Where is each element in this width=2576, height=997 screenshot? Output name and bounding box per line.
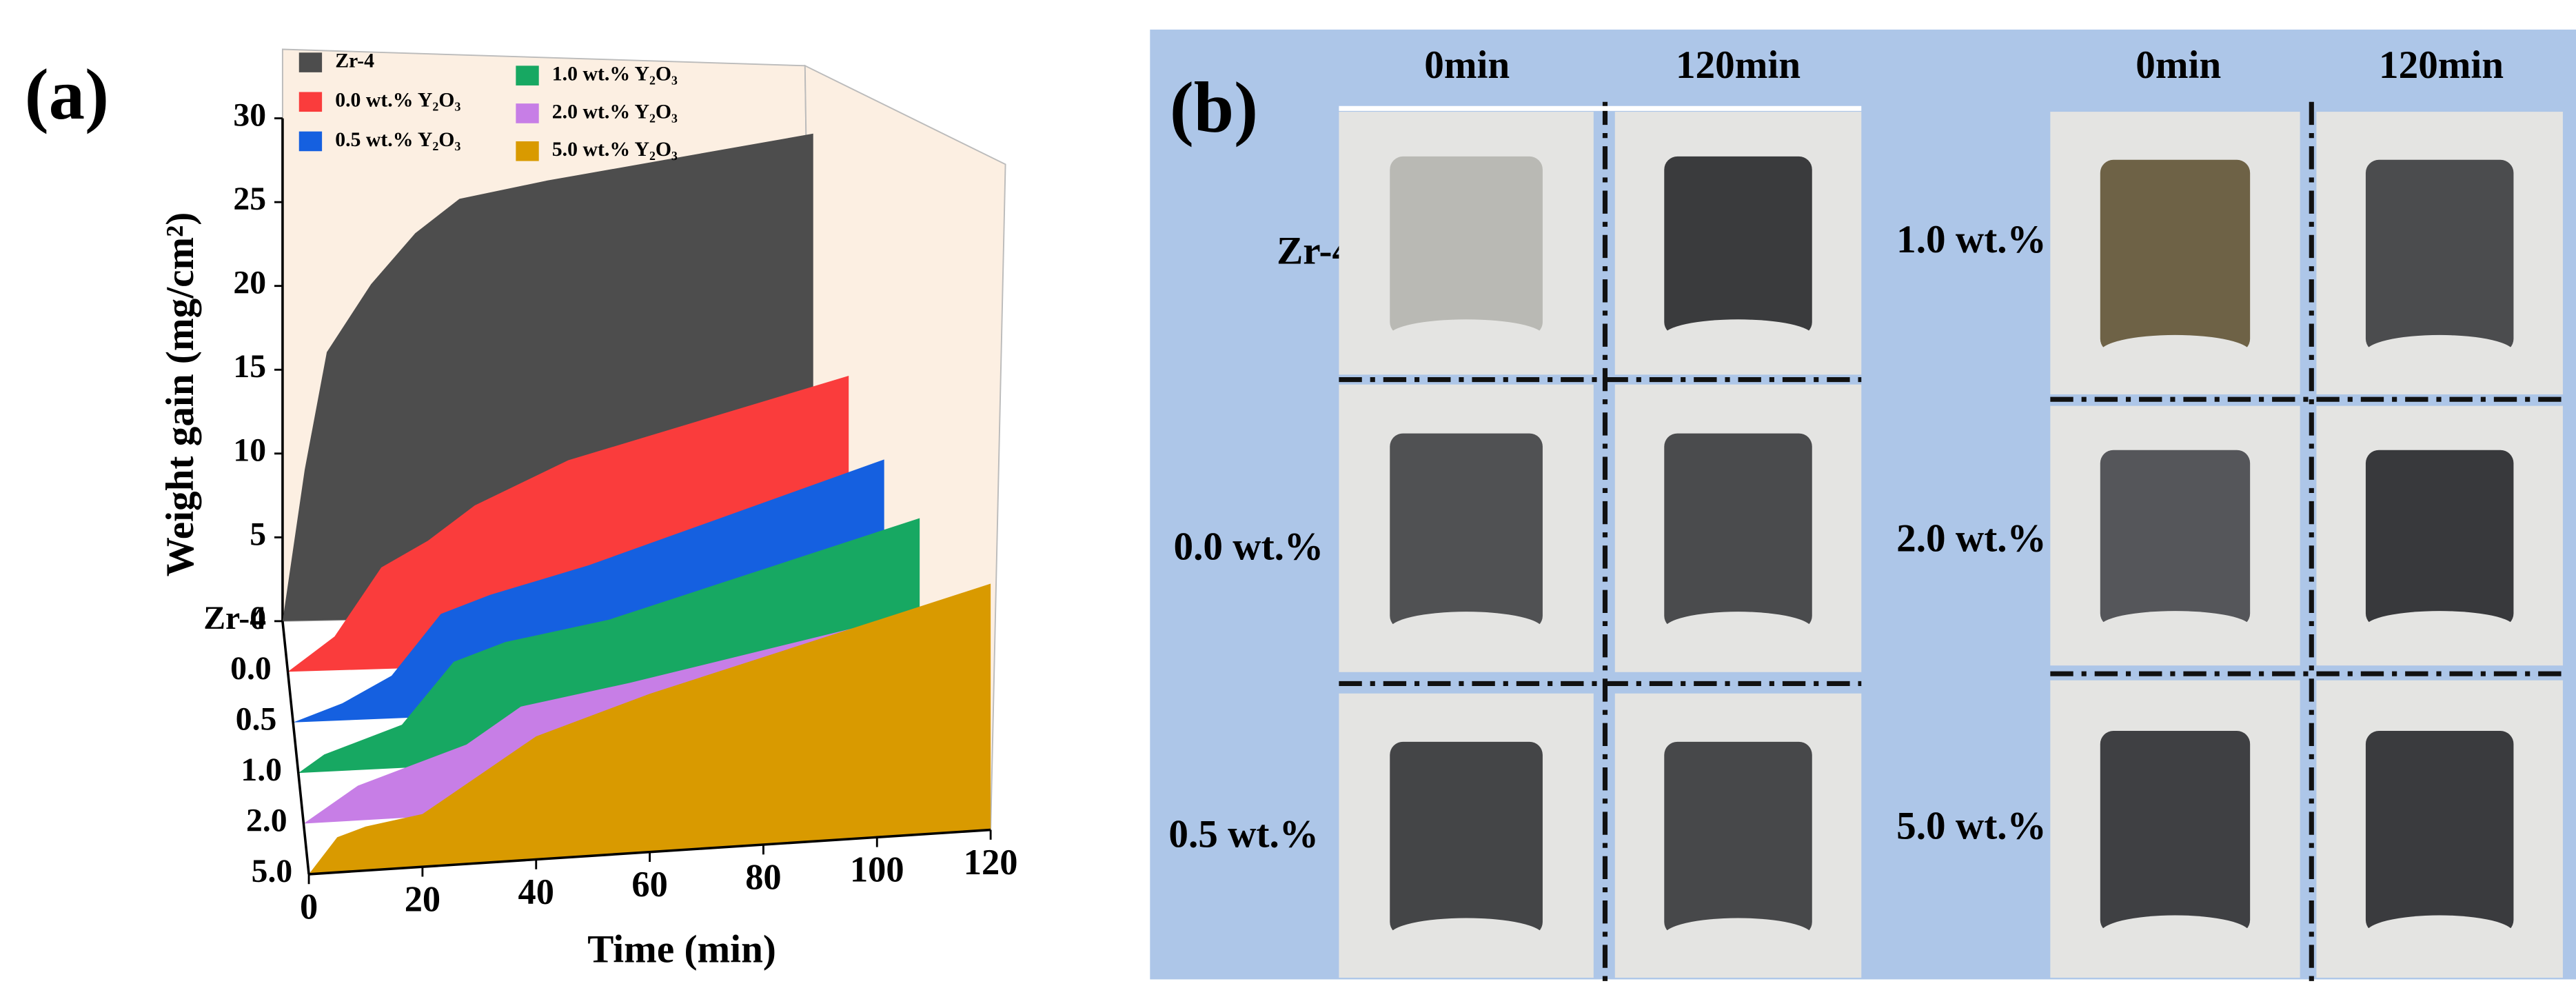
sample: [2100, 159, 2251, 352]
sample: [2365, 159, 2514, 352]
x-tick-label: 100: [850, 850, 904, 890]
y-tick-label: 30: [233, 98, 266, 134]
x-tick-label: 20: [405, 880, 440, 920]
area: [309, 583, 991, 874]
depth-label: Zr-4: [203, 601, 266, 636]
legend-label: 5.0 wt.% Y₂O₃: [552, 138, 678, 161]
legend-swatch: [516, 66, 539, 85]
sample-edge: [2365, 334, 2514, 370]
sample-edge: [2100, 611, 2251, 643]
legend-swatch: [516, 103, 539, 123]
legend-label: 1.0 wt.% Y₂O₃: [552, 62, 678, 85]
column-header: 0min: [2136, 43, 2221, 87]
row-label: 0.0 wt.%: [1173, 525, 1324, 569]
sample: [2100, 731, 2251, 934]
sample: [2100, 450, 2251, 627]
y-tick-label: 5: [250, 516, 266, 552]
depth-label: 2.0: [246, 803, 287, 838]
row-label: 0.5 wt.%: [1168, 813, 1319, 856]
x-tick-label: 40: [518, 872, 554, 912]
sample: [1664, 433, 1812, 630]
x-tick-label: 0: [300, 887, 318, 927]
depth-label: 1.0: [241, 752, 282, 788]
sample: [1390, 741, 1543, 936]
column-header: 120min: [1676, 43, 1801, 87]
sample-edge: [1664, 319, 1812, 352]
sample-edge: [2100, 334, 2251, 370]
y-tick-label: 10: [233, 433, 266, 469]
sample-edge: [2365, 611, 2514, 643]
row-label: 5.0 wt.%: [1896, 805, 2047, 848]
sample-edge: [1390, 612, 1543, 647]
sample-edge: [1664, 612, 1812, 647]
legend-swatch: [298, 92, 323, 112]
sample: [2365, 731, 2514, 934]
sample-edge: [1390, 918, 1543, 952]
y-axis-label: Weight gain (mg/cm²): [159, 212, 202, 577]
x-tick-label: 120: [964, 843, 1018, 883]
legend-swatch: [516, 141, 539, 161]
y-tick-label: 15: [233, 349, 266, 385]
sample: [1390, 156, 1543, 336]
figure-content: (a) (b) Time (min) Weight gain (mg/cm²) …: [25, 29, 2576, 986]
sample-edge: [1390, 319, 1543, 352]
row-label: 2.0 wt.%: [1896, 517, 2047, 561]
legend-label: 2.0 wt.% Y₂O₃: [552, 100, 678, 123]
y-tick-label: 0: [250, 601, 266, 636]
panel-label: (b): [1170, 68, 1258, 148]
legend-label: Zr-4: [335, 49, 374, 72]
legend-label: 0.0 wt.% Y₂O₃: [335, 89, 460, 112]
y-tick-label: 25: [233, 181, 266, 217]
depth-label: 0.5: [236, 702, 277, 738]
x-tick-label: 80: [745, 857, 781, 897]
row-label: 1.0 wt.%: [1896, 218, 2047, 261]
panel-label: (a): [25, 54, 109, 134]
sample: [1664, 741, 1812, 936]
sample: [2365, 450, 2514, 627]
sample-edge: [2100, 915, 2251, 951]
depth-label: 5.0: [252, 854, 293, 889]
legend-swatch: [298, 52, 323, 72]
sample: [1664, 156, 1812, 336]
column-header: 120min: [2379, 43, 2504, 87]
x-axis-label: Time (min): [587, 927, 776, 971]
depth-label: 0.0: [230, 651, 272, 687]
depth-axis: [281, 621, 310, 875]
column-header: 0min: [1424, 43, 1510, 87]
sample-edge: [2365, 915, 2514, 951]
y-tick-label: 20: [233, 265, 266, 301]
legend-label: 0.5 wt.% Y₂O₃: [335, 128, 460, 151]
sample-edge: [1664, 918, 1812, 952]
legend-swatch: [298, 131, 323, 152]
x-tick-label: 60: [631, 865, 667, 905]
sample: [1390, 433, 1543, 630]
